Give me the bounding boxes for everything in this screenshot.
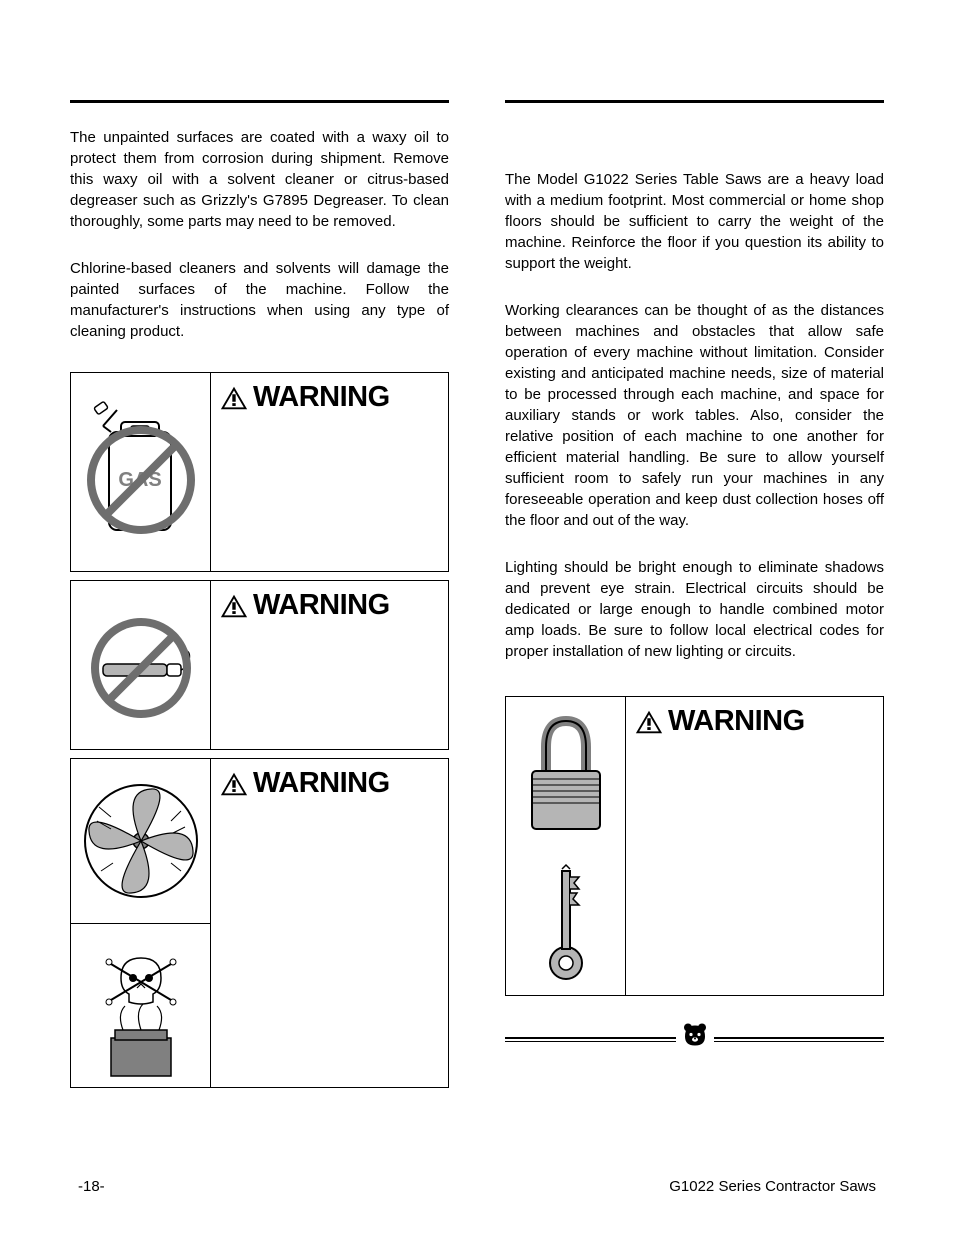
alert-triangle-icon [219, 770, 249, 798]
right-column: The Model G1022 Series Table Saws are a … [505, 100, 884, 1088]
section-end-divider [505, 1022, 884, 1052]
product-name: G1022 Series Contractor Saws [669, 1178, 876, 1195]
left-para-2: Chlorine-based cleaners and solvents wil… [70, 258, 449, 342]
warning-icon-cell [506, 697, 626, 995]
warning-heading: WARNING [634, 705, 873, 738]
warning-label: WARNING [253, 589, 390, 622]
right-para-1: The Model G1022 Series Table Saws are a … [505, 169, 884, 274]
warning-heading: WARNING [219, 767, 438, 800]
warning-stack: GAS WARNING [70, 372, 449, 1088]
warning-label: WARNING [668, 705, 805, 738]
alert-triangle-icon [634, 708, 664, 736]
warning-heading: WARNING [219, 381, 438, 414]
no-smoking-icon [81, 590, 201, 740]
page-footer: -18- G1022 Series Contractor Saws [78, 1178, 876, 1195]
warning-box-smoke: WARNING [70, 580, 449, 750]
column-rule [505, 100, 884, 103]
page: The unpainted surfaces are coated with a… [0, 0, 954, 1128]
right-para-3: Lighting should be bright enough to elim… [505, 557, 884, 662]
page-number: -18- [78, 1178, 105, 1195]
skull-fumes-icon [81, 930, 201, 1080]
warning-heading: WARNING [219, 589, 438, 622]
warning-body: WARNING [211, 373, 448, 571]
left-column: The unpainted surfaces are coated with a… [70, 100, 449, 1088]
warning-body: WARNING [211, 581, 448, 749]
warning-label: WARNING [253, 381, 390, 414]
column-rule [70, 100, 449, 103]
warning-icon-cell: GAS [71, 373, 211, 571]
left-para-1: The unpainted surfaces are coated with a… [70, 127, 449, 232]
alert-triangle-icon [219, 592, 249, 620]
warning-box-lockout: WARNING [505, 696, 884, 996]
warning-body: WARNING [211, 759, 448, 1087]
fan-icon [81, 771, 201, 911]
padlock-icon [518, 709, 614, 839]
warning-icon-cell [71, 759, 211, 1087]
key-icon [541, 863, 591, 983]
warning-label: WARNING [253, 767, 390, 800]
warning-box-ventilation: WARNING [70, 758, 449, 1088]
warning-icon-cell [71, 581, 211, 749]
right-para-2: Working clearances can be thought of as … [505, 300, 884, 531]
warning-box-gas: GAS WARNING [70, 372, 449, 572]
alert-triangle-icon [219, 384, 249, 412]
warning-body: WARNING [626, 697, 883, 995]
bear-logo-icon [682, 1022, 708, 1048]
gas-can-prohibit-icon: GAS [81, 392, 201, 552]
